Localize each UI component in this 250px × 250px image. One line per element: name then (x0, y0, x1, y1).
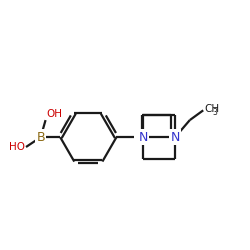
Text: CH: CH (204, 104, 220, 114)
Text: 3: 3 (213, 108, 218, 117)
Text: N: N (139, 131, 148, 144)
Text: HO: HO (9, 142, 25, 152)
Text: B: B (36, 131, 45, 144)
Text: N: N (170, 131, 180, 144)
Text: OH: OH (47, 109, 63, 119)
